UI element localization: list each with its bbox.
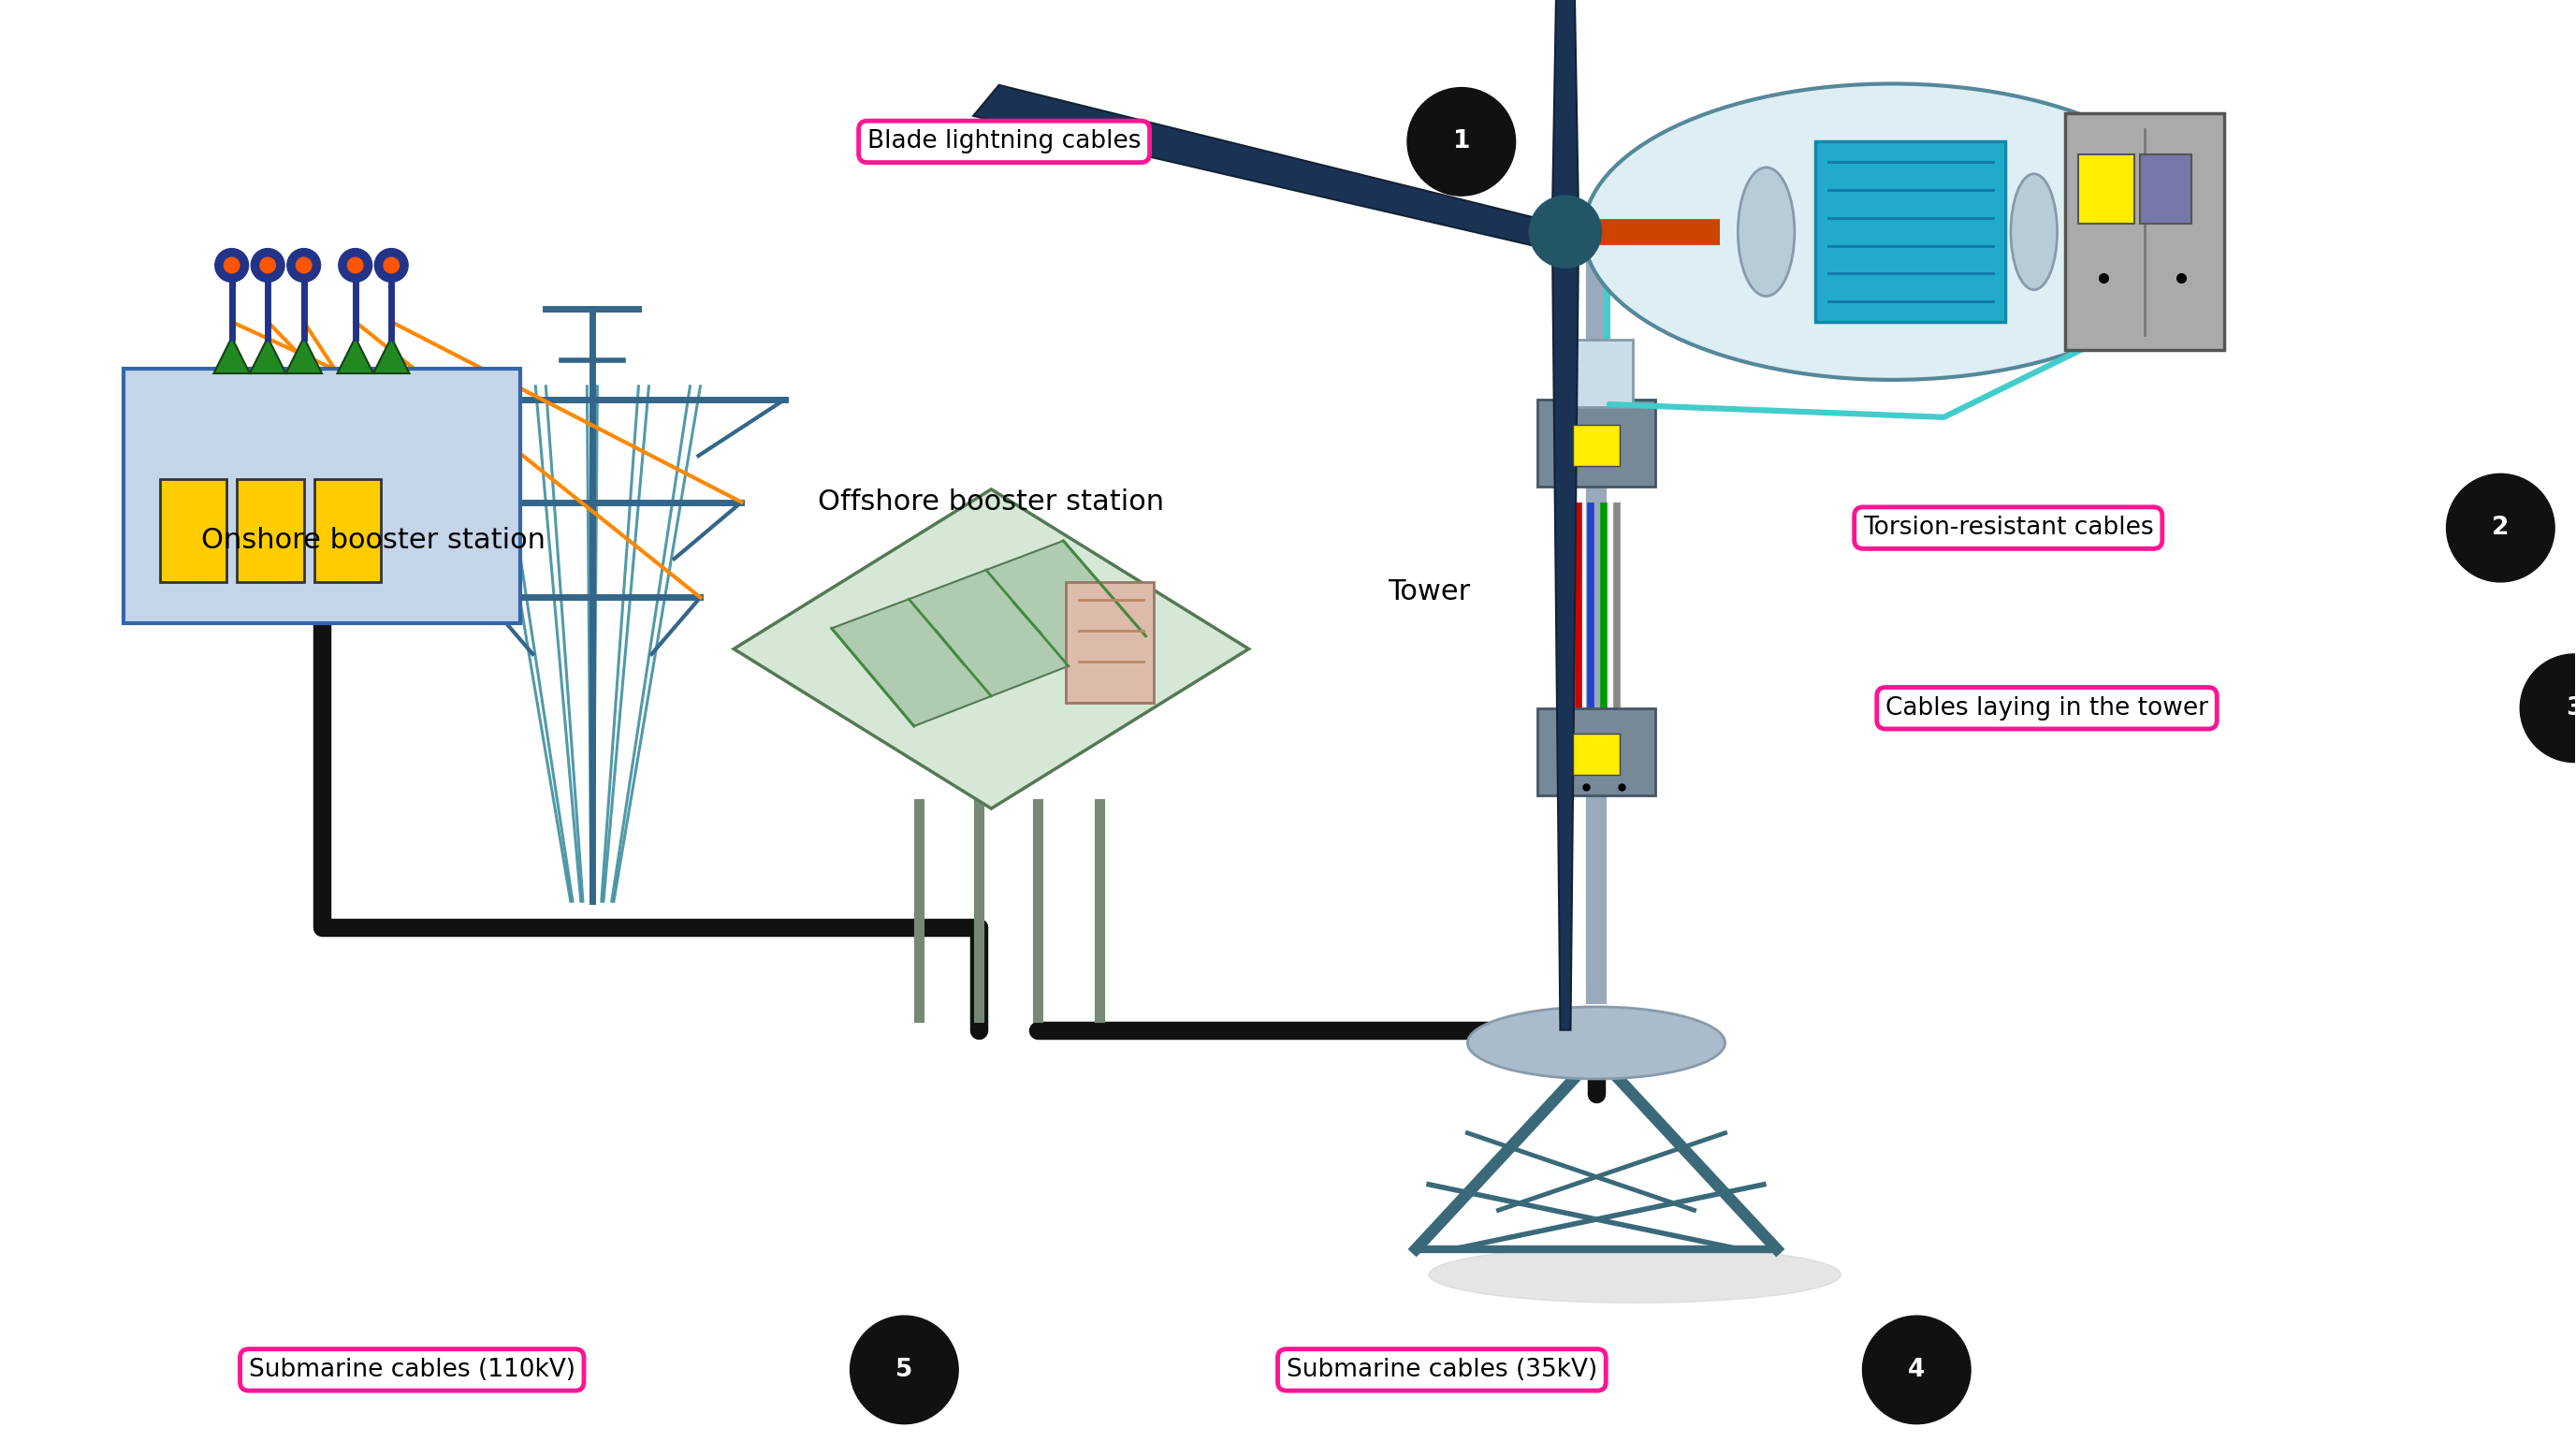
Ellipse shape (1739, 167, 1795, 296)
FancyBboxPatch shape (1561, 340, 1633, 407)
Circle shape (2447, 474, 2555, 583)
FancyBboxPatch shape (1538, 708, 1656, 796)
Text: Cables laying in the tower: Cables laying in the tower (1886, 696, 2208, 721)
FancyBboxPatch shape (1816, 141, 2007, 322)
Polygon shape (1553, 262, 1579, 1030)
Polygon shape (832, 541, 1146, 727)
Text: 3: 3 (2566, 696, 2576, 721)
Circle shape (850, 1315, 958, 1423)
Polygon shape (374, 337, 410, 373)
FancyBboxPatch shape (1538, 399, 1656, 487)
Ellipse shape (2012, 174, 2058, 290)
Circle shape (224, 258, 240, 273)
FancyBboxPatch shape (2141, 154, 2192, 224)
Circle shape (250, 248, 283, 283)
Text: Tower: Tower (1388, 578, 1471, 606)
Text: Blade lightning cables: Blade lightning cables (868, 130, 1141, 154)
Circle shape (1862, 1315, 1971, 1423)
FancyBboxPatch shape (124, 368, 520, 623)
Text: 2: 2 (2491, 516, 2509, 541)
Polygon shape (1553, 0, 1579, 200)
Ellipse shape (1468, 1007, 1726, 1079)
Ellipse shape (1430, 1246, 1842, 1304)
Circle shape (296, 258, 312, 273)
Circle shape (2519, 655, 2576, 763)
Polygon shape (734, 489, 1249, 809)
Text: Submarine cables (35kV): Submarine cables (35kV) (1285, 1358, 1597, 1381)
FancyBboxPatch shape (2066, 114, 2226, 350)
Polygon shape (286, 337, 322, 373)
Text: Submarine cables (110kV): Submarine cables (110kV) (250, 1358, 574, 1381)
Text: 1: 1 (1453, 130, 1471, 154)
Circle shape (348, 258, 363, 273)
Text: Torsion-resistant cables: Torsion-resistant cables (1862, 516, 2154, 541)
Circle shape (214, 248, 247, 283)
FancyBboxPatch shape (2079, 154, 2136, 224)
Polygon shape (337, 337, 374, 373)
Text: 4: 4 (1909, 1358, 1924, 1381)
Circle shape (1530, 196, 1602, 268)
FancyBboxPatch shape (314, 479, 381, 583)
Circle shape (260, 258, 276, 273)
Polygon shape (214, 337, 250, 373)
FancyBboxPatch shape (1574, 734, 1620, 774)
Circle shape (384, 258, 399, 273)
Circle shape (374, 248, 407, 283)
Text: Onshore booster station: Onshore booster station (201, 528, 546, 554)
Circle shape (286, 248, 319, 283)
Circle shape (1406, 88, 1515, 196)
FancyBboxPatch shape (237, 479, 304, 583)
FancyBboxPatch shape (1066, 583, 1154, 704)
Circle shape (337, 248, 371, 283)
Ellipse shape (1584, 84, 2202, 379)
Polygon shape (250, 337, 286, 373)
Text: 5: 5 (896, 1358, 912, 1381)
Polygon shape (974, 85, 1535, 247)
FancyBboxPatch shape (1574, 425, 1620, 466)
FancyBboxPatch shape (160, 479, 227, 583)
Text: Offshore booster station: Offshore booster station (819, 489, 1164, 516)
